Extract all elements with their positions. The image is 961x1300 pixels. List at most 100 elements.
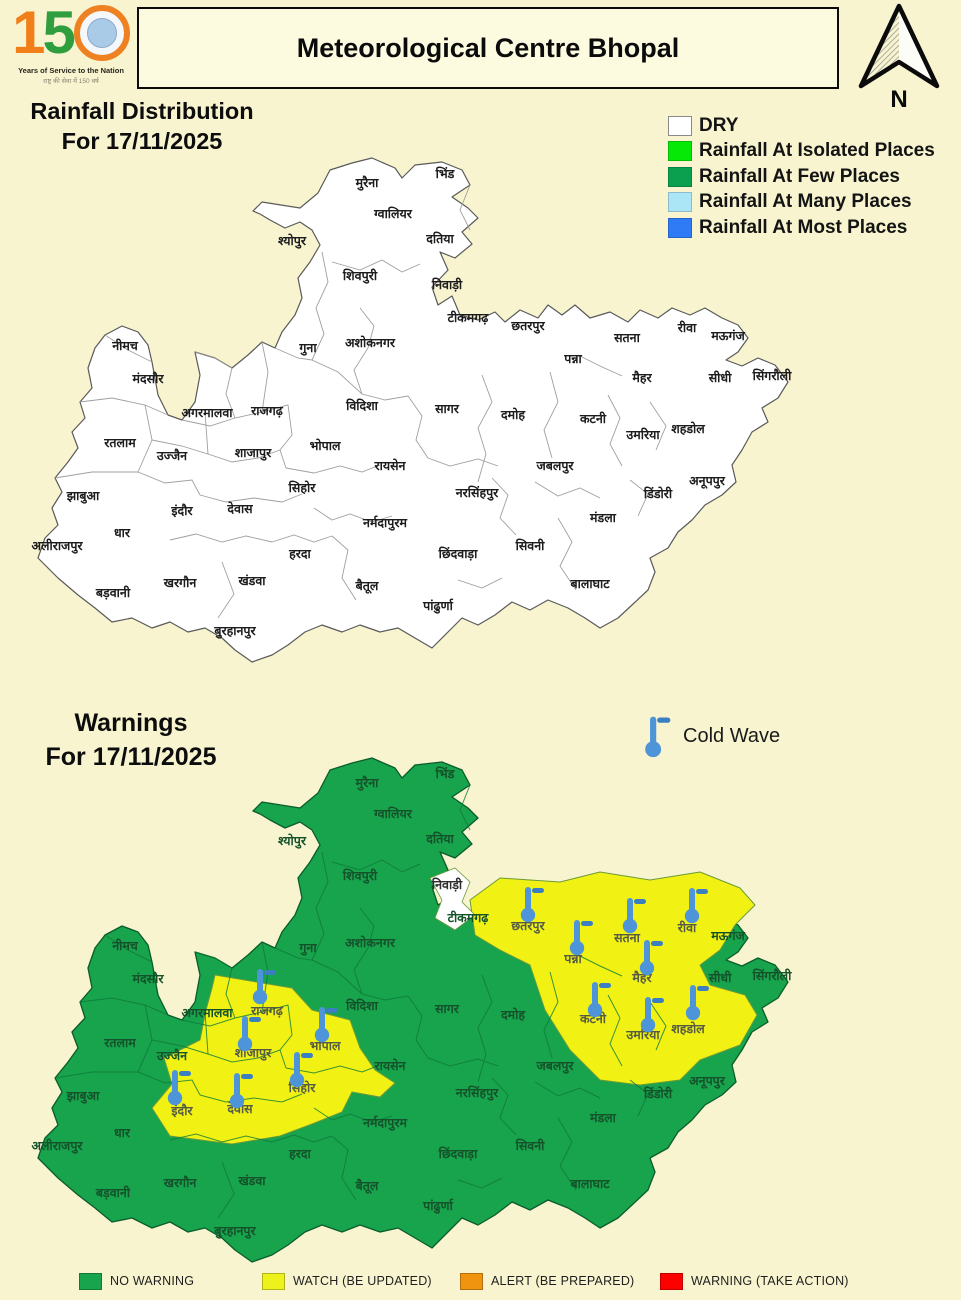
district-label: पन्ना: [563, 351, 582, 366]
thermometer-icon: [684, 888, 708, 924]
thermometer-icon: [237, 1016, 261, 1052]
warning-legend-item: WATCH (BE UPDATED): [262, 1270, 432, 1292]
thermometer-icon: [167, 1070, 191, 1106]
district-label: मुरैना: [355, 775, 380, 791]
district-label: मऊगंज: [710, 928, 745, 943]
district-label: विदिशा: [345, 398, 379, 413]
district-label: सिंगरौली: [752, 368, 793, 383]
district-label: नरसिंहपुर: [455, 1085, 499, 1101]
rainfall-heading: Rainfall Distribution For 17/11/2025: [6, 96, 278, 156]
district-label: सागर: [434, 401, 460, 416]
district-label: दमोह: [500, 407, 526, 422]
district-label: राजगढ़: [250, 403, 284, 418]
district-label: श्योपुर: [278, 233, 307, 249]
warnings-heading-line1: Warnings: [74, 709, 188, 737]
warning-legend-item: ALERT (BE PREPARED): [460, 1270, 634, 1292]
district-label: नीमच: [111, 338, 139, 353]
district-label: टीकमगढ़: [447, 310, 490, 325]
district-label: सिंगरौली: [752, 968, 793, 983]
district-label: डिंडोरी: [643, 486, 673, 501]
legend-label: Rainfall At Most Places: [699, 216, 908, 238]
district-label: शिवपुरी: [342, 868, 378, 884]
thermometer-icon: [569, 920, 593, 956]
legend-swatch: [460, 1272, 483, 1290]
page-title: Meteorological Centre Bhopal: [296, 32, 680, 63]
district-label: अशोकनगर: [345, 935, 396, 950]
district-label: श्योपुर: [278, 833, 307, 849]
district-label: सिहोर: [288, 480, 317, 495]
district-label: बुरहानपुर: [213, 1223, 256, 1239]
district-label: खंडवा: [237, 573, 266, 588]
district-label: सिवनी: [515, 1138, 546, 1153]
district-label: निवाड़ी: [431, 277, 463, 292]
legend-swatch: [668, 115, 692, 136]
logo-globe-icon: [73, 5, 130, 61]
district-label: खरगौन: [163, 575, 198, 590]
legend-row: Rainfall At Few Places: [668, 164, 935, 190]
title-box: Meteorological Centre Bhopal: [137, 7, 839, 89]
district-label: बालाघाट: [569, 576, 610, 591]
legend-swatch: [660, 1272, 683, 1290]
district-label: सतना: [613, 330, 641, 345]
district-label: नरसिंहपुर: [455, 485, 499, 501]
logo-tagline-hi: राष्ट्र की सेवा में 150 वर्ष: [43, 78, 99, 85]
district-label: नर्मदापुरम: [362, 515, 408, 531]
district-label: अनूपपुर: [689, 1073, 726, 1089]
district-label: ग्वालियर: [373, 806, 413, 821]
district-label: बालाघाट: [569, 1176, 610, 1191]
district-label: शहडोल: [671, 421, 705, 436]
legend-swatch: [668, 192, 692, 213]
district-label: सागर: [434, 1001, 460, 1016]
district-label: सीधी: [708, 370, 732, 385]
thermometer-icon: [645, 716, 671, 758]
district-label: मंदसौर: [132, 371, 165, 386]
cold-wave-label: Cold Wave: [683, 724, 781, 747]
district-label: गुना: [298, 340, 317, 356]
legend-row: DRY: [668, 113, 935, 139]
legend-swatch: [668, 166, 692, 187]
district-label: अशोकनगर: [345, 335, 396, 350]
district-label: कटनी: [579, 411, 607, 426]
cold-wave-markers: [167, 887, 709, 1109]
district-label: अनूपपुर: [689, 473, 726, 489]
legend-swatch: [668, 141, 692, 162]
district-label: मैहर: [631, 370, 652, 385]
watch-region-west: [151, 974, 396, 1145]
district-label: छतरपुर: [510, 918, 545, 934]
thermometer-icon: [229, 1073, 253, 1109]
thermometer-icon: [639, 940, 663, 976]
logo-digit-1: 1: [12, 0, 45, 66]
district-label: अगरमालवा: [181, 1005, 233, 1020]
district-label: दतिया: [425, 831, 454, 846]
district-label: नर्मदापुरम: [362, 1115, 408, 1131]
district-label: भोपाल: [310, 438, 341, 453]
district-label: इंदौर: [170, 1103, 193, 1118]
district-label: भिंड: [435, 166, 456, 181]
thermometer-icon: [520, 887, 544, 923]
district-label: शहडोल: [671, 1021, 705, 1036]
district-label: जबलपुर: [535, 458, 574, 474]
thermometer-icon: [622, 898, 646, 934]
district-label: जबलपुर: [535, 1058, 574, 1074]
thermometer-icon: [587, 982, 611, 1018]
district-label: हरदा: [288, 1146, 311, 1161]
watch-region-east: [469, 871, 758, 1086]
district-label: बड़वानी: [95, 1185, 131, 1200]
district-label: रायसेन: [374, 1058, 407, 1073]
district-label: धार: [114, 1125, 131, 1140]
thermometer-icon: [685, 985, 709, 1021]
state-outline: [37, 157, 789, 663]
district-label: रीवा: [677, 320, 697, 335]
district-label: बैतूल: [355, 1178, 379, 1194]
district-labels-map1: श्योपुर मुरैना भिंड ग्वालियर दतिया शिवपुरी निव…: [31, 166, 792, 639]
district-label: खरगौन: [163, 1175, 198, 1190]
district-label: बड़वानी: [95, 585, 131, 600]
legend-label: WATCH (BE UPDATED): [293, 1274, 432, 1288]
district-label: दमोह: [500, 1007, 526, 1022]
district-label: मंडला: [589, 1110, 617, 1125]
district-label: अलीराजपुर: [31, 538, 83, 554]
district-label: इंदौर: [170, 503, 193, 518]
legend-label: DRY: [699, 114, 739, 136]
district-label: उमरिया: [625, 427, 660, 442]
legend-label: Rainfall At Many Places: [699, 191, 912, 213]
